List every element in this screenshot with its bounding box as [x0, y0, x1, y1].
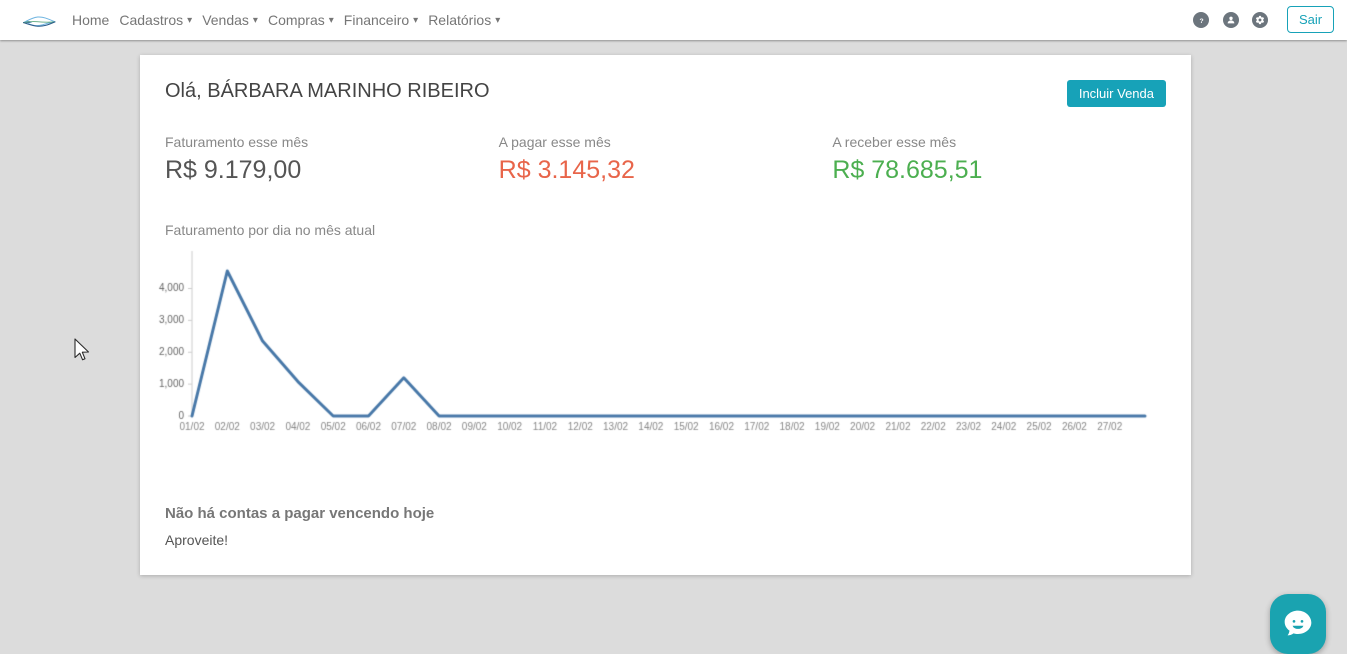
- svg-text:?: ?: [1199, 17, 1203, 24]
